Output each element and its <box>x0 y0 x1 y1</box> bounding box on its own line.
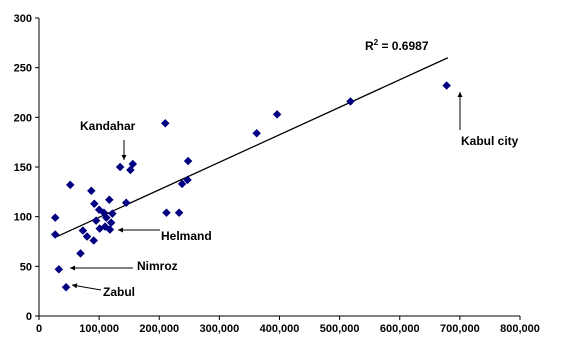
x-tick-label: 0 <box>36 323 42 335</box>
annotation-label: Nimroz <box>137 259 178 273</box>
annotation-arrowhead <box>458 92 463 97</box>
x-tick-label: 200,000 <box>139 323 179 335</box>
y-tick-label: 100 <box>14 212 32 224</box>
annotation-label: Kabul city <box>461 134 519 148</box>
data-point <box>55 265 63 273</box>
data-point <box>62 283 70 291</box>
y-tick-label: 50 <box>20 261 32 273</box>
data-point <box>116 163 124 171</box>
annotation-arrowhead <box>70 266 75 271</box>
x-tick-label: 300,000 <box>199 323 239 335</box>
annotation-label: Helmand <box>161 229 212 243</box>
data-point <box>443 82 451 90</box>
data-point <box>105 196 113 204</box>
x-tick-label: 600,000 <box>380 323 420 335</box>
data-point <box>175 209 183 217</box>
r-squared-label: R2 = 0.6987 <box>365 38 429 53</box>
annotation-label: Zabul <box>103 285 135 299</box>
data-point <box>66 181 74 189</box>
annotation-label: Kandahar <box>80 119 136 133</box>
data-point <box>90 237 98 245</box>
annotation-arrowhead <box>72 283 77 288</box>
annotation-arrowhead <box>122 155 127 160</box>
y-axis: 0 50 100 150 200 250 300 <box>14 13 39 323</box>
x-axis: 0 100,000 200,000 300,000 400,000 500,000 600,… <box>36 316 540 335</box>
trendline-layer: R2 = 0.6987 <box>57 38 448 237</box>
trendline <box>57 58 448 237</box>
data-point <box>87 187 95 195</box>
x-tick-label: 400,000 <box>260 323 300 335</box>
x-tick-label: 500,000 <box>320 323 360 335</box>
data-point <box>79 227 87 235</box>
y-tick-label: 0 <box>26 311 32 323</box>
data-point <box>108 210 116 218</box>
data-point <box>51 231 59 239</box>
y-tick-label: 200 <box>14 112 32 124</box>
y-tick-label: 150 <box>14 162 32 174</box>
data-point <box>51 214 59 222</box>
data-point <box>76 249 84 257</box>
x-tick-label: 700,000 <box>440 323 480 335</box>
data-points <box>51 82 450 292</box>
data-point <box>161 119 169 127</box>
data-point <box>184 157 192 165</box>
data-point <box>253 129 261 137</box>
x-tick-label: 800,000 <box>500 323 540 335</box>
data-point <box>90 200 98 208</box>
data-point <box>162 209 170 217</box>
y-tick-label: 300 <box>14 13 32 25</box>
annotation-arrowhead <box>118 228 123 233</box>
data-point <box>273 110 281 118</box>
y-tick-label: 250 <box>14 63 32 75</box>
x-tick-label: 100,000 <box>79 323 119 335</box>
data-point <box>83 233 91 241</box>
